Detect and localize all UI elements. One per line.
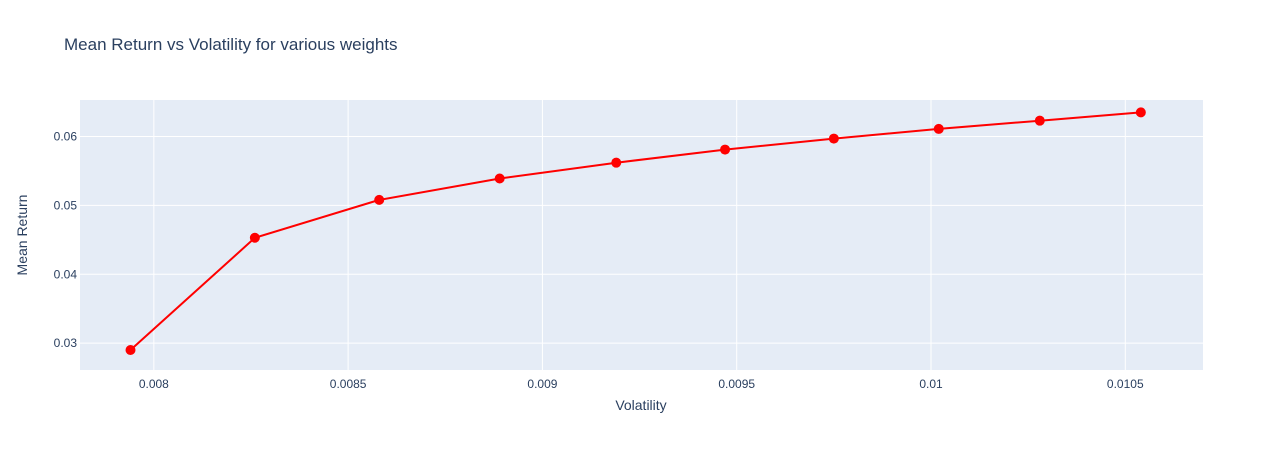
y-tick-label: 0.03 [54,336,78,350]
data-point[interactable] [125,345,136,356]
data-point[interactable] [611,157,622,168]
data-point[interactable] [374,194,385,205]
x-tick-label: 0.0095 [718,377,755,391]
y-axis-title: Mean Return [14,195,30,276]
data-point[interactable] [828,133,839,144]
x-axis-title: Volatility [615,397,666,413]
data-point[interactable] [494,173,505,184]
data-point[interactable] [1034,115,1045,126]
x-tick-label: 0.0105 [1107,377,1144,391]
y-tick-label: 0.04 [54,267,78,281]
data-point[interactable] [249,232,260,243]
x-tick-label: 0.01 [919,377,943,391]
data-point[interactable] [720,144,731,155]
tick-labels: 0.008 0.0085 0.009 0.0095 0.01 0.0105 0.03 0.04… [54,130,1144,391]
data-point[interactable] [1135,107,1146,118]
grid-lines [80,100,1203,370]
plot-area [80,100,1203,370]
x-tick-label: 0.0085 [330,377,367,391]
chart-title: Mean Return vs Volatility for various we… [64,35,398,54]
series-layer [125,107,1146,356]
y-tick-label: 0.06 [54,130,78,144]
series-line [129,111,1141,351]
data-point[interactable] [933,123,944,134]
x-tick-label: 0.008 [139,377,169,391]
x-tick-label: 0.009 [527,377,557,391]
y-tick-label: 0.05 [54,198,78,212]
